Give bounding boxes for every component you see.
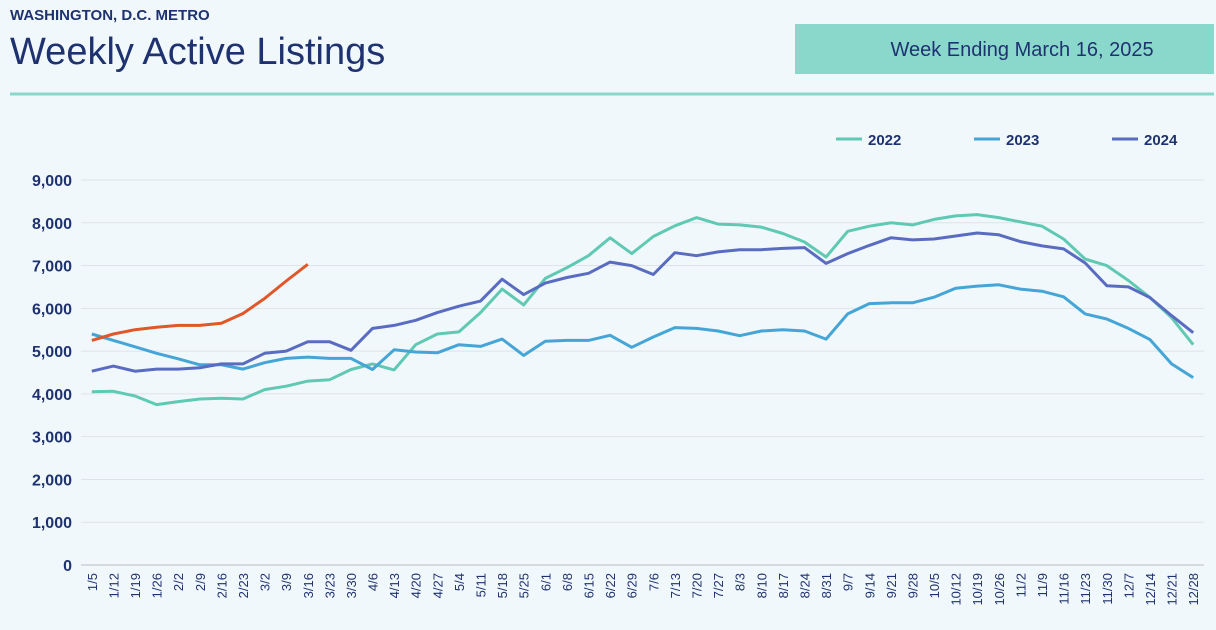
x-tick-label: 9/28 [905,573,920,598]
y-tick-label: 0 [63,558,72,575]
x-tick-label: 12/14 [1143,573,1158,606]
x-tick-label: 10/5 [927,573,942,598]
x-tick-label: 3/9 [279,573,294,591]
x-tick-label: 8/3 [733,573,748,591]
x-tick-label: 6/29 [625,573,640,598]
x-tick-label: 1/19 [128,573,143,598]
x-tick-label: 3/2 [258,573,273,591]
x-tick-label: 7/20 [689,573,704,598]
x-tick-label: 11/2 [1013,573,1028,597]
x-tick-label: 3/16 [301,573,316,598]
x-tick-label: 1/12 [106,573,121,598]
x-tick-label: 1/5 [85,573,100,591]
x-tick-label: 11/16 [1057,573,1072,605]
x-tick-label: 3/30 [344,573,359,598]
x-tick-label: 11/9 [1035,573,1050,597]
x-tick-label: 8/10 [754,573,769,598]
x-tick-label: 7/27 [711,573,726,598]
chart-subtitle: Week Ending March 16, 2025 [890,39,1153,61]
chart-title: Weekly Active Listings [10,31,385,73]
legend-label: 2024 [1144,132,1178,149]
x-tick-label: 2/2 [171,573,186,591]
x-tick-label: 6/8 [560,573,575,591]
y-tick-label: 7,000 [32,259,72,276]
y-tick-label: 5,000 [32,344,72,361]
x-tick-label: 10/26 [992,573,1007,606]
x-tick-label: 5/11 [474,573,489,597]
subtitle-box [795,24,1214,74]
x-tick-label: 8/24 [797,573,812,598]
legend-label: 2022 [868,132,901,149]
series-line [91,283,1195,379]
series-line [91,213,1195,407]
y-tick-label: 9,000 [32,173,72,190]
x-tick-label: 5/25 [517,573,532,598]
legend-label: 2023 [1006,132,1039,149]
x-tick-label: 4/27 [430,573,445,598]
x-tick-label: 1/26 [150,573,165,598]
y-tick-label: 2,000 [32,472,72,489]
x-tick-label: 9/21 [884,573,899,598]
x-tick-label: 2/16 [214,573,229,598]
x-tick-label: 4/20 [409,573,424,598]
x-tick-label: 2/23 [236,573,251,598]
y-tick-label: 4,000 [32,387,72,404]
x-tick-label: 6/15 [582,573,597,598]
y-tick-label: 1,000 [32,515,72,532]
x-tick-label: 7/6 [646,573,661,591]
y-tick-label: 8,000 [32,216,72,233]
x-tick-label: 8/17 [776,573,791,598]
x-tick-label: 11/23 [1078,573,1093,605]
x-tick-label: 6/22 [603,573,618,598]
x-tick-label: 12/21 [1165,573,1180,606]
x-tick-label: 4/6 [366,573,381,591]
x-tick-label: 11/30 [1100,573,1115,605]
x-tick-label: 9/7 [841,573,856,591]
y-tick-label: 6,000 [32,301,72,318]
x-tick-label: 10/19 [970,573,985,606]
series-line [91,263,309,342]
x-tick-label: 4/13 [387,573,402,598]
x-tick-label: 9/14 [862,573,877,598]
x-tick-label: 10/12 [949,573,964,606]
chart-supertitle: WASHINGTON, D.C. METRO [10,7,210,24]
x-tick-label: 8/31 [819,573,834,598]
x-tick-label: 12/7 [1121,573,1136,598]
x-tick-label: 5/4 [452,573,467,591]
series-line [91,231,1195,373]
x-tick-label: 3/23 [322,573,337,598]
x-tick-label: 5/18 [495,573,510,598]
x-tick-label: 2/9 [193,573,208,591]
y-tick-label: 3,000 [32,430,72,447]
x-tick-label: 6/1 [538,573,553,591]
x-tick-label: 12/28 [1186,573,1201,606]
x-tick-label: 7/13 [668,573,683,598]
